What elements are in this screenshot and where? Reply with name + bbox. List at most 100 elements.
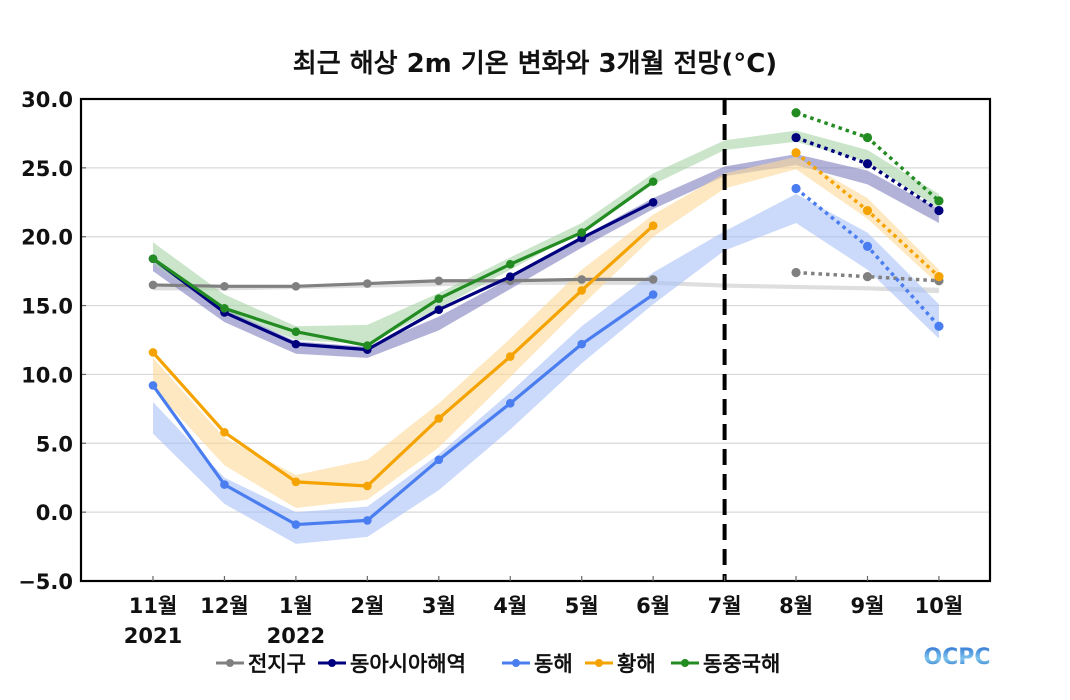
forecast-point-3 (934, 272, 944, 282)
observed-point-1 (291, 339, 301, 349)
climatology-bands (153, 130, 939, 544)
x-tick-labels: 11월 12월 1월 2월 3월 4월 5월 6월 7월 8월 9월 10월 2021 2022 (124, 594, 963, 648)
y-tick-label: 20.0 (21, 226, 73, 250)
y-tick-label: −5.0 (18, 570, 73, 594)
x-tick-label: 12월 (200, 594, 249, 618)
observed-point-2 (648, 290, 658, 299)
band-2 (153, 194, 939, 544)
legend-label: 황해 (617, 652, 656, 676)
observed-point-4 (648, 177, 658, 186)
observed-point-0 (648, 275, 658, 284)
forecast-point-0 (791, 267, 801, 278)
series-lines (148, 108, 944, 529)
observed-point-4 (220, 304, 229, 313)
x-tick-label: 5월 (565, 594, 599, 618)
observed-point-3 (220, 427, 229, 437)
observed-line-2 (151, 293, 655, 527)
observed-point-3 (505, 352, 515, 361)
observed-point-4 (434, 294, 444, 303)
legend-label: 동해 (534, 652, 573, 676)
axes (79, 97, 992, 583)
forecast-point-4 (862, 132, 873, 143)
legend: 전지구 동아시아해역 동해 황해 동중국해 (216, 652, 780, 676)
observed-point-4 (291, 327, 301, 337)
observed-point-2 (577, 339, 586, 349)
observed-point-1 (648, 197, 658, 207)
observed-point-3 (577, 286, 586, 295)
y-tick-label: 30.0 (21, 88, 73, 112)
forecast-point-2 (934, 321, 944, 331)
x-tick-label: 3월 (422, 594, 456, 618)
x-tick-label: 2월 (350, 594, 384, 618)
observed-point-0 (577, 275, 586, 284)
y-tick-labels: 30.0 25.0 20.0 15.0 10.0 5.0 0.0 −5.0 (18, 88, 73, 594)
observed-point-4 (577, 228, 586, 237)
observed-point-1 (434, 305, 444, 315)
legend-label: 동중국해 (703, 652, 780, 676)
legend-label: 전지구 (248, 652, 306, 676)
forecast-point-3 (862, 205, 873, 216)
observed-point-2 (220, 480, 229, 489)
legend-swatch-marker (512, 659, 520, 667)
observed-point-1 (505, 272, 515, 281)
observed-point-0 (363, 279, 372, 288)
observed-point-3 (291, 477, 301, 487)
legend-swatch-marker (595, 659, 603, 667)
forecast-point-1 (862, 159, 873, 169)
legend-swatch-marker (681, 659, 689, 667)
legend-swatch-marker (226, 659, 234, 667)
observed-line-3 (151, 224, 655, 488)
band-1 (153, 154, 939, 358)
x-tick-label: 1월 (279, 594, 313, 618)
observed-point-3 (148, 348, 158, 357)
observed-line-0 (152, 277, 654, 288)
y-tick-label: 10.0 (21, 363, 73, 387)
observed-point-3 (648, 221, 658, 230)
observed-point-2 (434, 455, 444, 465)
band-4 (153, 130, 939, 345)
observed-point-0 (220, 281, 229, 291)
x-tick-label: 7월 (708, 594, 742, 618)
forecast-point-4 (934, 196, 944, 206)
forecast-point-3 (791, 148, 801, 158)
observed-line-1 (152, 200, 654, 352)
observed-line-4 (152, 180, 655, 348)
observed-point-0 (148, 280, 158, 290)
forecast-point-2 (862, 241, 873, 251)
x-tick-label: 4월 (493, 594, 527, 618)
observed-point-2 (148, 381, 158, 390)
year-label: 2022 (267, 624, 325, 648)
ocpc-logo: OCPC (923, 645, 990, 670)
observed-point-4 (505, 259, 515, 269)
x-tick-label: 8월 (779, 594, 813, 618)
forecast-point-0 (862, 272, 873, 282)
x-tick-label: 9월 (851, 594, 885, 618)
x-tick-label: 10월 (915, 594, 964, 618)
observed-point-4 (363, 341, 372, 350)
y-tick-label: 15.0 (21, 295, 73, 319)
forecast-point-2 (791, 183, 801, 194)
forecast-point-1 (934, 205, 944, 216)
legend-label: 동아시아해역 (350, 652, 466, 676)
observed-point-3 (363, 481, 372, 491)
y-tick-label: 5.0 (36, 432, 73, 456)
forecast-point-1 (791, 132, 801, 143)
observed-point-3 (434, 414, 444, 423)
observed-point-2 (291, 520, 301, 529)
observed-point-2 (505, 399, 515, 408)
y-tick-label: 0.0 (36, 501, 73, 525)
observed-point-0 (434, 276, 444, 286)
observed-point-2 (363, 516, 372, 525)
year-label: 2021 (124, 624, 182, 648)
observed-point-4 (148, 254, 158, 264)
chart-title: 최근 해상 2m 기온 변화와 3개월 전망(°C) (293, 49, 777, 79)
x-tick-label: 6월 (636, 594, 670, 618)
legend-swatch-marker (328, 659, 336, 667)
x-tick-label: 11월 (129, 594, 178, 618)
plot-frame (79, 97, 992, 583)
forecast-point-4 (791, 108, 801, 118)
observed-point-0 (291, 281, 301, 291)
band-3 (153, 156, 939, 509)
forecast-line-0 (795, 270, 940, 283)
